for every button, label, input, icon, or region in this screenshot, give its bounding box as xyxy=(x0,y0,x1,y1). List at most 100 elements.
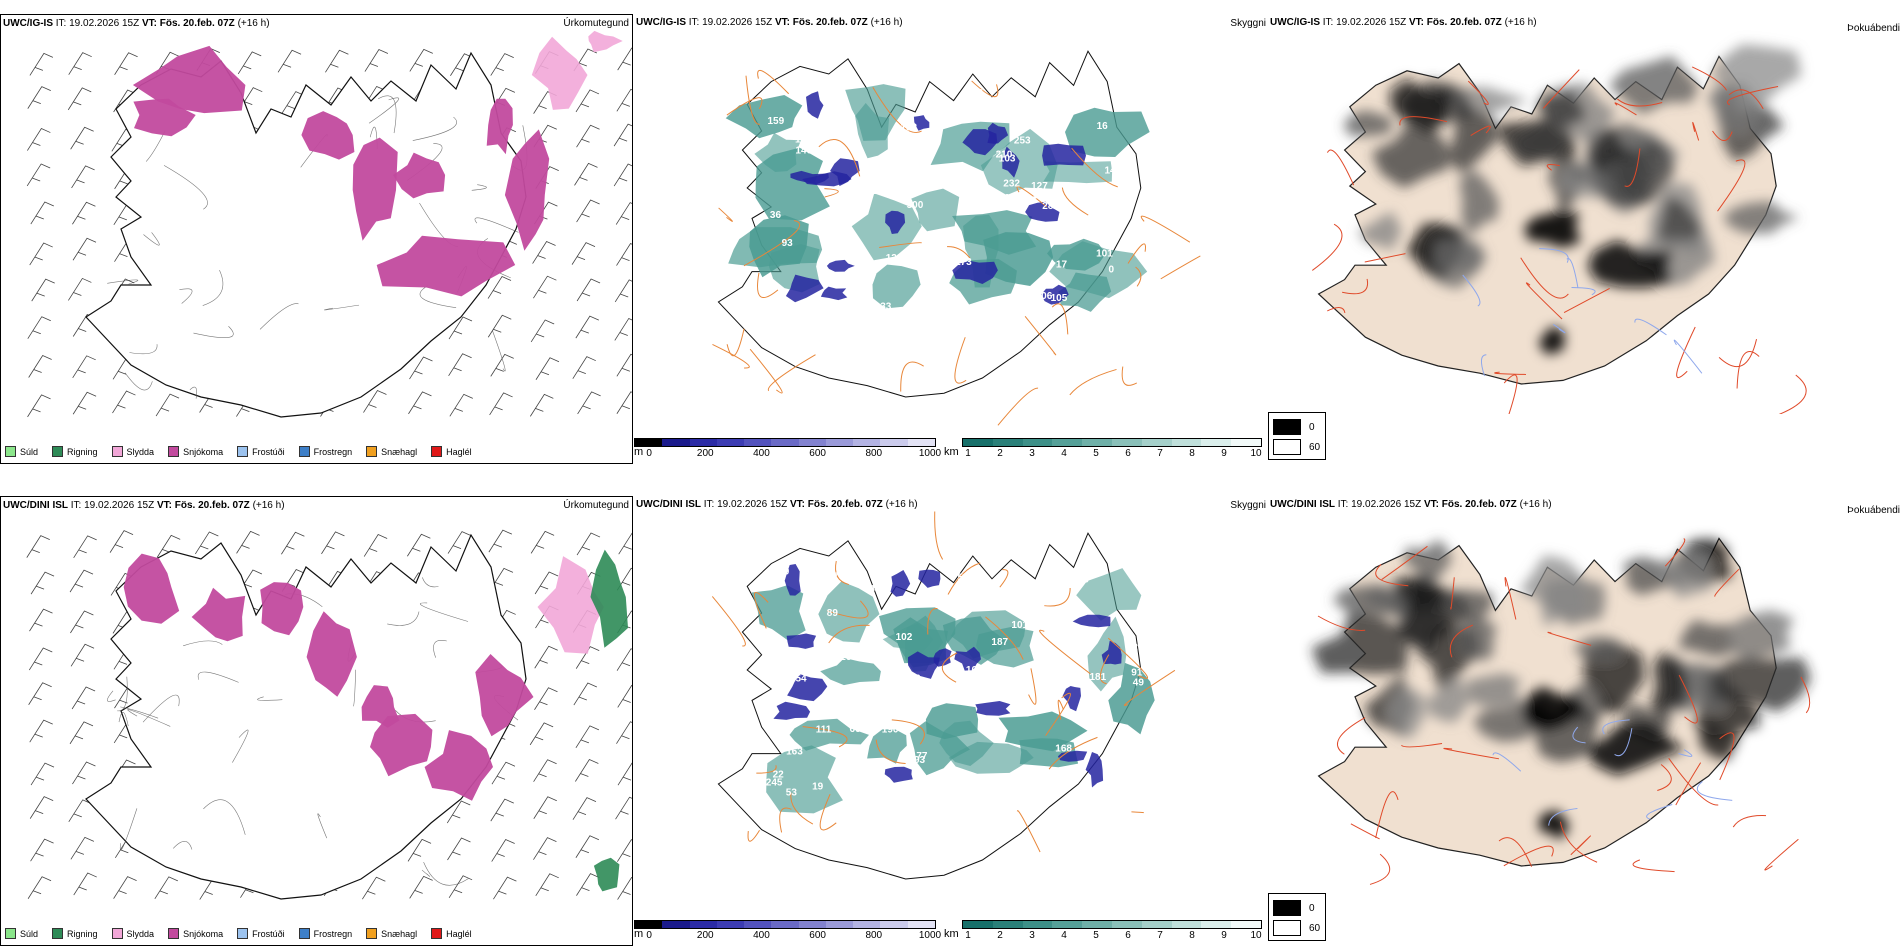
cloudbase-colorbar: 0 200 400 600 800 1000 xyxy=(634,438,941,460)
colorbar-tick-label: 10 xyxy=(1250,448,1262,459)
rain-area xyxy=(590,549,628,648)
legend-item-snow-pellets: Snæhagl xyxy=(366,928,417,939)
road xyxy=(927,608,938,635)
cloud-base-label: 181 xyxy=(1090,672,1107,683)
panel-title: UWC/DINI ISL IT: 19.02.2026 15Z VT: Fös.… xyxy=(3,500,285,511)
wind-barb xyxy=(614,317,632,341)
cloud-base-label: 130 xyxy=(773,566,790,577)
road xyxy=(1399,116,1448,126)
colorbar-tick-label: 10 xyxy=(1250,930,1262,941)
cloud-base-label: 172 xyxy=(1129,287,1146,298)
cloud-base-label: 53 xyxy=(786,788,798,799)
cloud-base-label: 167 xyxy=(822,572,839,583)
wind-barb xyxy=(68,277,92,301)
colorbar-swatch xyxy=(635,439,663,446)
road xyxy=(802,726,848,748)
wind-barb xyxy=(616,721,632,744)
cloud-base-label: 101 xyxy=(1096,248,1113,259)
road xyxy=(828,624,870,644)
colorbar-swatch xyxy=(992,921,1023,928)
wind-barb xyxy=(31,278,55,302)
colorbar-tick-label: 8 xyxy=(1189,930,1195,941)
road xyxy=(1099,654,1110,685)
road xyxy=(891,719,925,745)
fog-area xyxy=(1523,686,1587,730)
road xyxy=(790,792,814,825)
road xyxy=(757,272,779,299)
low-cloud-area xyxy=(1041,284,1069,305)
snow-area xyxy=(504,129,550,251)
visibility-area xyxy=(851,193,922,261)
cloud-base-label: 206 xyxy=(1036,291,1053,302)
road xyxy=(1764,838,1799,871)
colorbar-swatch xyxy=(798,439,826,446)
low-cloud-area xyxy=(975,701,1011,716)
colorbar-tick-label: 2 xyxy=(997,930,1003,941)
wind-barb xyxy=(72,391,97,415)
road xyxy=(317,813,328,839)
cloud-base-label: 128 xyxy=(886,253,903,264)
cloud-base-label: 129 xyxy=(795,134,812,145)
road xyxy=(1449,624,1474,658)
cloud-base-label: 49 xyxy=(1133,678,1145,689)
road xyxy=(1160,255,1201,280)
legend-item-drizzle: Súld xyxy=(5,928,38,939)
cloud-base-label: 89 xyxy=(827,608,839,619)
wind-barb xyxy=(449,393,473,417)
cloud-base-label: 19 xyxy=(812,782,824,793)
visibility-area xyxy=(725,95,803,139)
fog-key-swatch xyxy=(1273,439,1301,455)
legend-item-rain: Rigning xyxy=(52,928,98,939)
low-cloud-area xyxy=(820,286,848,301)
colorbar-swatch xyxy=(963,439,993,446)
river xyxy=(1566,257,1579,288)
low-cloud-area xyxy=(952,260,998,284)
cloud-base-label: 223 xyxy=(899,257,916,268)
snow-area xyxy=(301,111,355,160)
cloud-base-label: 17 xyxy=(1056,260,1068,271)
colorbar-ticks: 1 2 3 4 5 6 7 8 9 10 xyxy=(962,448,1262,460)
cloud-base-labels: 253 223 232 319 195 36 89 102 0 128 159 158 129 94 206… xyxy=(768,88,1147,313)
legend-swatch xyxy=(5,928,16,939)
wind-barb xyxy=(617,47,632,71)
fog-area xyxy=(1710,44,1802,113)
low-cloud-area xyxy=(1062,686,1081,712)
fog-area xyxy=(1649,651,1688,714)
road xyxy=(1045,692,1071,736)
road xyxy=(189,386,197,399)
colorbar-tick-label: 4 xyxy=(1061,448,1067,459)
colorbar-tick-label: 8 xyxy=(1189,448,1195,459)
fog-area xyxy=(1677,619,1738,658)
colorbar-tick-label: 1 xyxy=(965,930,971,941)
visibility-unit: km xyxy=(944,446,959,458)
wind-barb xyxy=(113,876,137,899)
panel-title: UWC/DINI ISL IT: 19.02.2026 15Z VT: Fös.… xyxy=(636,499,918,510)
road xyxy=(1498,837,1533,867)
colorbar-swatch xyxy=(662,921,690,928)
cloud-base-label: 39 xyxy=(986,590,998,601)
colorbar-tick-label: 9 xyxy=(1221,930,1227,941)
visibility-area xyxy=(1043,161,1113,184)
fog-map-2 xyxy=(1311,537,1811,885)
wind-barb xyxy=(73,535,97,559)
road xyxy=(1051,303,1069,335)
wind-barb xyxy=(30,838,54,862)
road xyxy=(124,372,153,391)
road xyxy=(1732,815,1767,828)
colorbar-swatch xyxy=(744,439,772,446)
legend-item-hail: Haglél xyxy=(431,446,472,457)
road xyxy=(1381,545,1428,580)
cloud-base-label: 93 xyxy=(782,238,794,249)
wind-barb xyxy=(576,124,600,148)
colorbar-ticks: 0 200 400 600 800 1000 xyxy=(634,448,941,460)
road xyxy=(387,611,420,626)
snow-area xyxy=(393,152,446,199)
wind-barb xyxy=(277,49,302,73)
wind-barb xyxy=(616,648,632,671)
wind-barb xyxy=(487,276,512,299)
colorbar-swatch xyxy=(1231,921,1261,928)
colorbar-tick-label: 800 xyxy=(865,930,883,941)
cloud-base-label: 86 xyxy=(910,673,922,684)
legend-swatch xyxy=(5,446,16,457)
